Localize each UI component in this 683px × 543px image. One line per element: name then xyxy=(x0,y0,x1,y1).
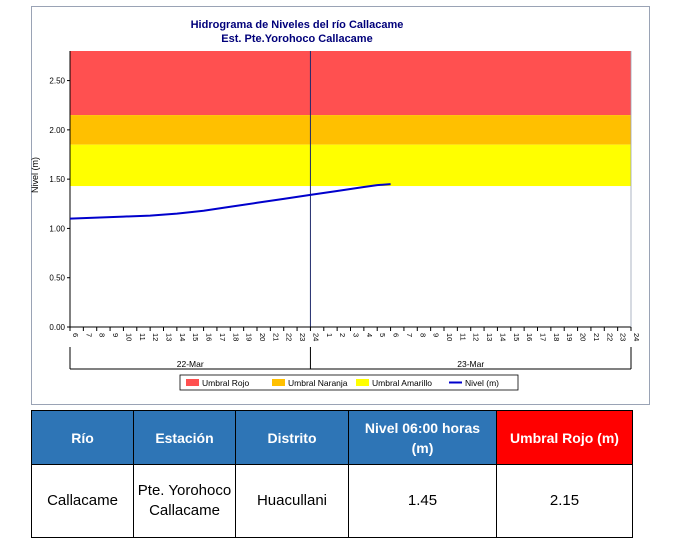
x-tick-label: 18 xyxy=(231,333,240,341)
y-tick-label: 0.00 xyxy=(49,323,65,332)
cell-umbral-rojo: 2.15 xyxy=(496,464,633,538)
x-tick-label: 15 xyxy=(512,333,521,341)
legend-box xyxy=(179,374,519,391)
x-tick-label: 23 xyxy=(619,333,628,341)
x-tick-label: 17 xyxy=(218,333,227,341)
y-tick-label: 0.50 xyxy=(49,274,65,283)
chart-legend: Umbral Rojo Umbral Naranja Umbral Amarillo… xyxy=(179,374,519,391)
x-tick-label: 21 xyxy=(592,333,601,341)
x-tick-label: 5 xyxy=(378,333,387,337)
hydrograph-chart: Hidrograma de Niveles del río Callacame … xyxy=(30,19,641,391)
legend-swatch xyxy=(272,379,285,386)
x-tick-label: 21 xyxy=(271,333,280,341)
cell-distrito: Huacullani xyxy=(235,464,349,538)
legend-label: Umbral Amarillo xyxy=(372,378,432,388)
x-tick-label: 15 xyxy=(191,333,200,341)
x-tick-label: 10 xyxy=(124,333,133,341)
x-tick-label: 11 xyxy=(458,333,467,341)
y-axis-label: Nivel (m) xyxy=(30,157,40,193)
x-tick-label: 9 xyxy=(432,333,441,337)
y-tick-label: 2.50 xyxy=(49,77,65,86)
x-tick-label: 24 xyxy=(311,333,320,341)
y-tick-label: 1.50 xyxy=(49,175,65,184)
band-umbral-rojo xyxy=(70,51,631,116)
header-rio: Río xyxy=(31,410,134,465)
date-label: 22-Mar xyxy=(177,359,204,369)
x-tick-label: 7 xyxy=(405,333,414,337)
x-tick-label: 20 xyxy=(258,333,267,341)
x-tick-label: 14 xyxy=(498,333,507,341)
x-tick-label: 20 xyxy=(579,333,588,341)
x-tick-label: 6 xyxy=(71,333,80,337)
legend-swatch xyxy=(186,379,199,386)
x-tick-label: 4 xyxy=(365,333,374,337)
x-tick-label: 13 xyxy=(485,333,494,341)
table-row: Callacame Pte. Yorohoco Callacame Huacul… xyxy=(31,464,633,538)
table-header-row: Río Estación Distrito Nivel 06:00 horas … xyxy=(31,410,633,465)
series-line-nivel xyxy=(69,183,391,220)
threshold-bands xyxy=(70,51,631,327)
x-tick-label: 9 xyxy=(111,333,120,337)
header-nivel: Nivel 06:00 horas (m) xyxy=(348,410,497,465)
legend-label: Umbral Rojo xyxy=(202,378,250,388)
legend-swatch xyxy=(356,379,369,386)
station-info-table: Río Estación Distrito Nivel 06:00 horas … xyxy=(31,410,633,538)
cell-estacion: Pte. Yorohoco Callacame xyxy=(133,464,236,538)
chart-subtitle: Est. Pte.Yorohoco Callacame xyxy=(221,33,372,45)
x-tick-label: 22 xyxy=(605,333,614,341)
cell-nivel: 1.45 xyxy=(348,464,497,538)
header-estacion: Estación xyxy=(133,410,236,465)
x-tick-label: 19 xyxy=(245,333,254,341)
x-tick-label: 11 xyxy=(138,333,147,341)
x-tick-label: 12 xyxy=(472,333,481,341)
date-label: 23-Mar xyxy=(457,359,484,369)
x-tick-label: 22 xyxy=(285,333,294,341)
x-tick-label: 16 xyxy=(525,333,534,341)
cell-rio: Callacame xyxy=(31,464,134,538)
band-umbral-amarillo xyxy=(70,144,631,187)
x-tick-label: 10 xyxy=(445,333,454,341)
x-tick-label: 1 xyxy=(325,333,334,337)
x-tick-label: 19 xyxy=(565,333,574,341)
header-umbral-rojo: Umbral Rojo (m) xyxy=(496,410,633,465)
chart-title: Hidrograma de Niveles del río Callacame xyxy=(191,19,404,31)
y-tick-label: 2.00 xyxy=(49,126,65,135)
legend-label: Umbral Naranja xyxy=(288,378,348,388)
y-tick-label: 1.00 xyxy=(49,224,65,233)
x-tick-label: 14 xyxy=(178,333,187,341)
x-tick-label: 7 xyxy=(84,333,93,337)
x-tick-label: 3 xyxy=(352,333,361,337)
x-tick-label: 17 xyxy=(539,333,548,341)
header-distrito: Distrito xyxy=(235,410,349,465)
x-tick-label: 18 xyxy=(552,333,561,341)
x-tick-label: 24 xyxy=(632,333,641,341)
x-tick-label: 8 xyxy=(98,333,107,337)
x-tick-label: 8 xyxy=(418,333,427,337)
x-tick-label: 16 xyxy=(205,333,214,341)
band-umbral-naranja xyxy=(70,115,631,145)
legend-label: Nivel (m) xyxy=(465,378,499,388)
chart-axes: 0.000.501.001.502.002.506 7 8 9 10 11 12 13 14 15… xyxy=(49,51,641,370)
x-tick-label: 23 xyxy=(298,333,307,341)
x-tick-label: 13 xyxy=(165,333,174,341)
x-tick-label: 6 xyxy=(392,333,401,337)
x-tick-label: 2 xyxy=(338,333,347,337)
series-layer xyxy=(69,183,391,220)
x-tick-label: 12 xyxy=(151,333,160,341)
